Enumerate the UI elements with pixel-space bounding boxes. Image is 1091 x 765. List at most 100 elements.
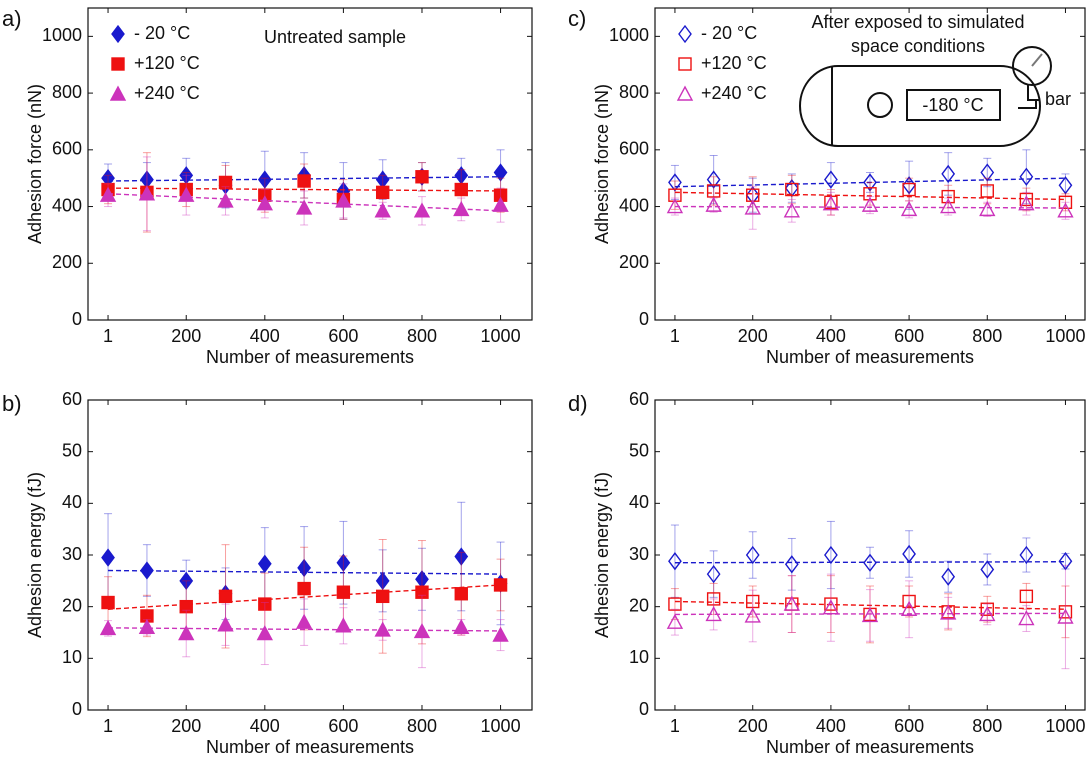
marker [492,196,509,212]
marker [257,554,272,573]
marker [218,589,233,604]
marker [941,567,956,586]
marker [453,200,470,217]
marker [1019,589,1034,604]
marker [258,597,272,611]
y-tick-label: 1000 [609,25,649,45]
marker [1019,167,1034,186]
marker [900,600,918,616]
marker [861,196,879,212]
legend-label: - 20 °C [134,23,190,43]
marker [744,199,761,215]
fit-line [674,561,1066,564]
marker [415,170,429,184]
annotation: After exposed to simulated [811,12,1024,32]
x-tick-label: 400 [250,326,280,346]
legend-item: +240 °C [676,83,767,103]
marker [178,186,195,202]
marker [745,186,760,205]
marker [900,200,918,217]
y-tick-label: 800 [52,82,82,102]
legend-item: +120 °C [111,53,200,73]
marker [413,622,431,639]
y-tick-label: 60 [62,389,82,409]
marker [980,163,995,182]
x-tick-label: 1 [103,326,113,346]
y-tick-label: 0 [72,699,82,719]
x-axis-label: Number of measurements [766,347,974,367]
marker [668,552,682,571]
marker [297,174,311,188]
marker [785,182,799,197]
marker [297,558,311,578]
y-tick-label: 20 [629,595,649,615]
y-tick-label: 10 [629,647,649,667]
marker [178,625,195,641]
marker [863,553,877,572]
marker [666,613,684,629]
marker [902,182,916,197]
marker [940,604,957,620]
marker [941,164,956,184]
marker [413,202,431,218]
marker [980,560,995,579]
marker [415,585,429,599]
y-tick-label: 30 [62,544,82,564]
marker [705,605,722,622]
x-tick-label: 1 [670,716,680,736]
marker [99,186,117,202]
marker [824,545,838,565]
legend-item: +120 °C [678,53,767,73]
marker [375,589,390,604]
y-tick-label: 60 [629,389,649,409]
marker [454,182,468,197]
plot-frame [87,7,533,321]
legend-item: +240 °C [109,83,200,103]
marker [668,597,682,611]
marker [109,85,127,101]
x-tick-label: 400 [250,716,280,736]
y-tick-label: 200 [619,252,649,272]
y-tick-label: 50 [62,440,82,460]
marker [666,198,684,214]
marker [863,173,877,192]
marker [295,613,313,629]
marker [863,187,877,201]
legend-label: +240 °C [134,83,200,103]
marker [1058,195,1073,209]
panel-label: a) [2,6,22,31]
marker [668,188,682,202]
marker [1057,202,1074,218]
panel-label: d) [568,391,588,416]
display-label: -180 °C [922,95,983,115]
x-tick-label: 600 [894,326,924,346]
marker [374,202,391,218]
y-tick-label: 600 [619,139,649,159]
marker [111,24,125,44]
x-tick-label: 600 [328,716,358,736]
y-tick-label: 600 [52,139,82,159]
marker [1057,608,1074,624]
legend-label: +120 °C [134,53,200,73]
marker [257,170,272,189]
marker [295,199,313,215]
y-tick-label: 200 [52,252,82,272]
annotation: Untreated sample [264,27,406,47]
marker [1058,176,1073,195]
legend-item: - 20 °C [678,23,757,44]
x-tick-label: 1000 [481,326,521,346]
marker [902,176,916,195]
chamber [799,65,1041,147]
fit-line [674,205,1066,209]
marker [179,571,194,590]
marker [375,571,390,590]
marker [940,198,957,214]
marker [824,597,838,611]
marker [678,24,692,44]
marker [678,57,692,71]
y-axis-label: Adhesion force (nN) [25,84,45,244]
x-tick-label: 800 [407,716,437,736]
panel-label: b) [2,391,22,416]
marker [941,189,955,204]
marker [783,595,800,611]
